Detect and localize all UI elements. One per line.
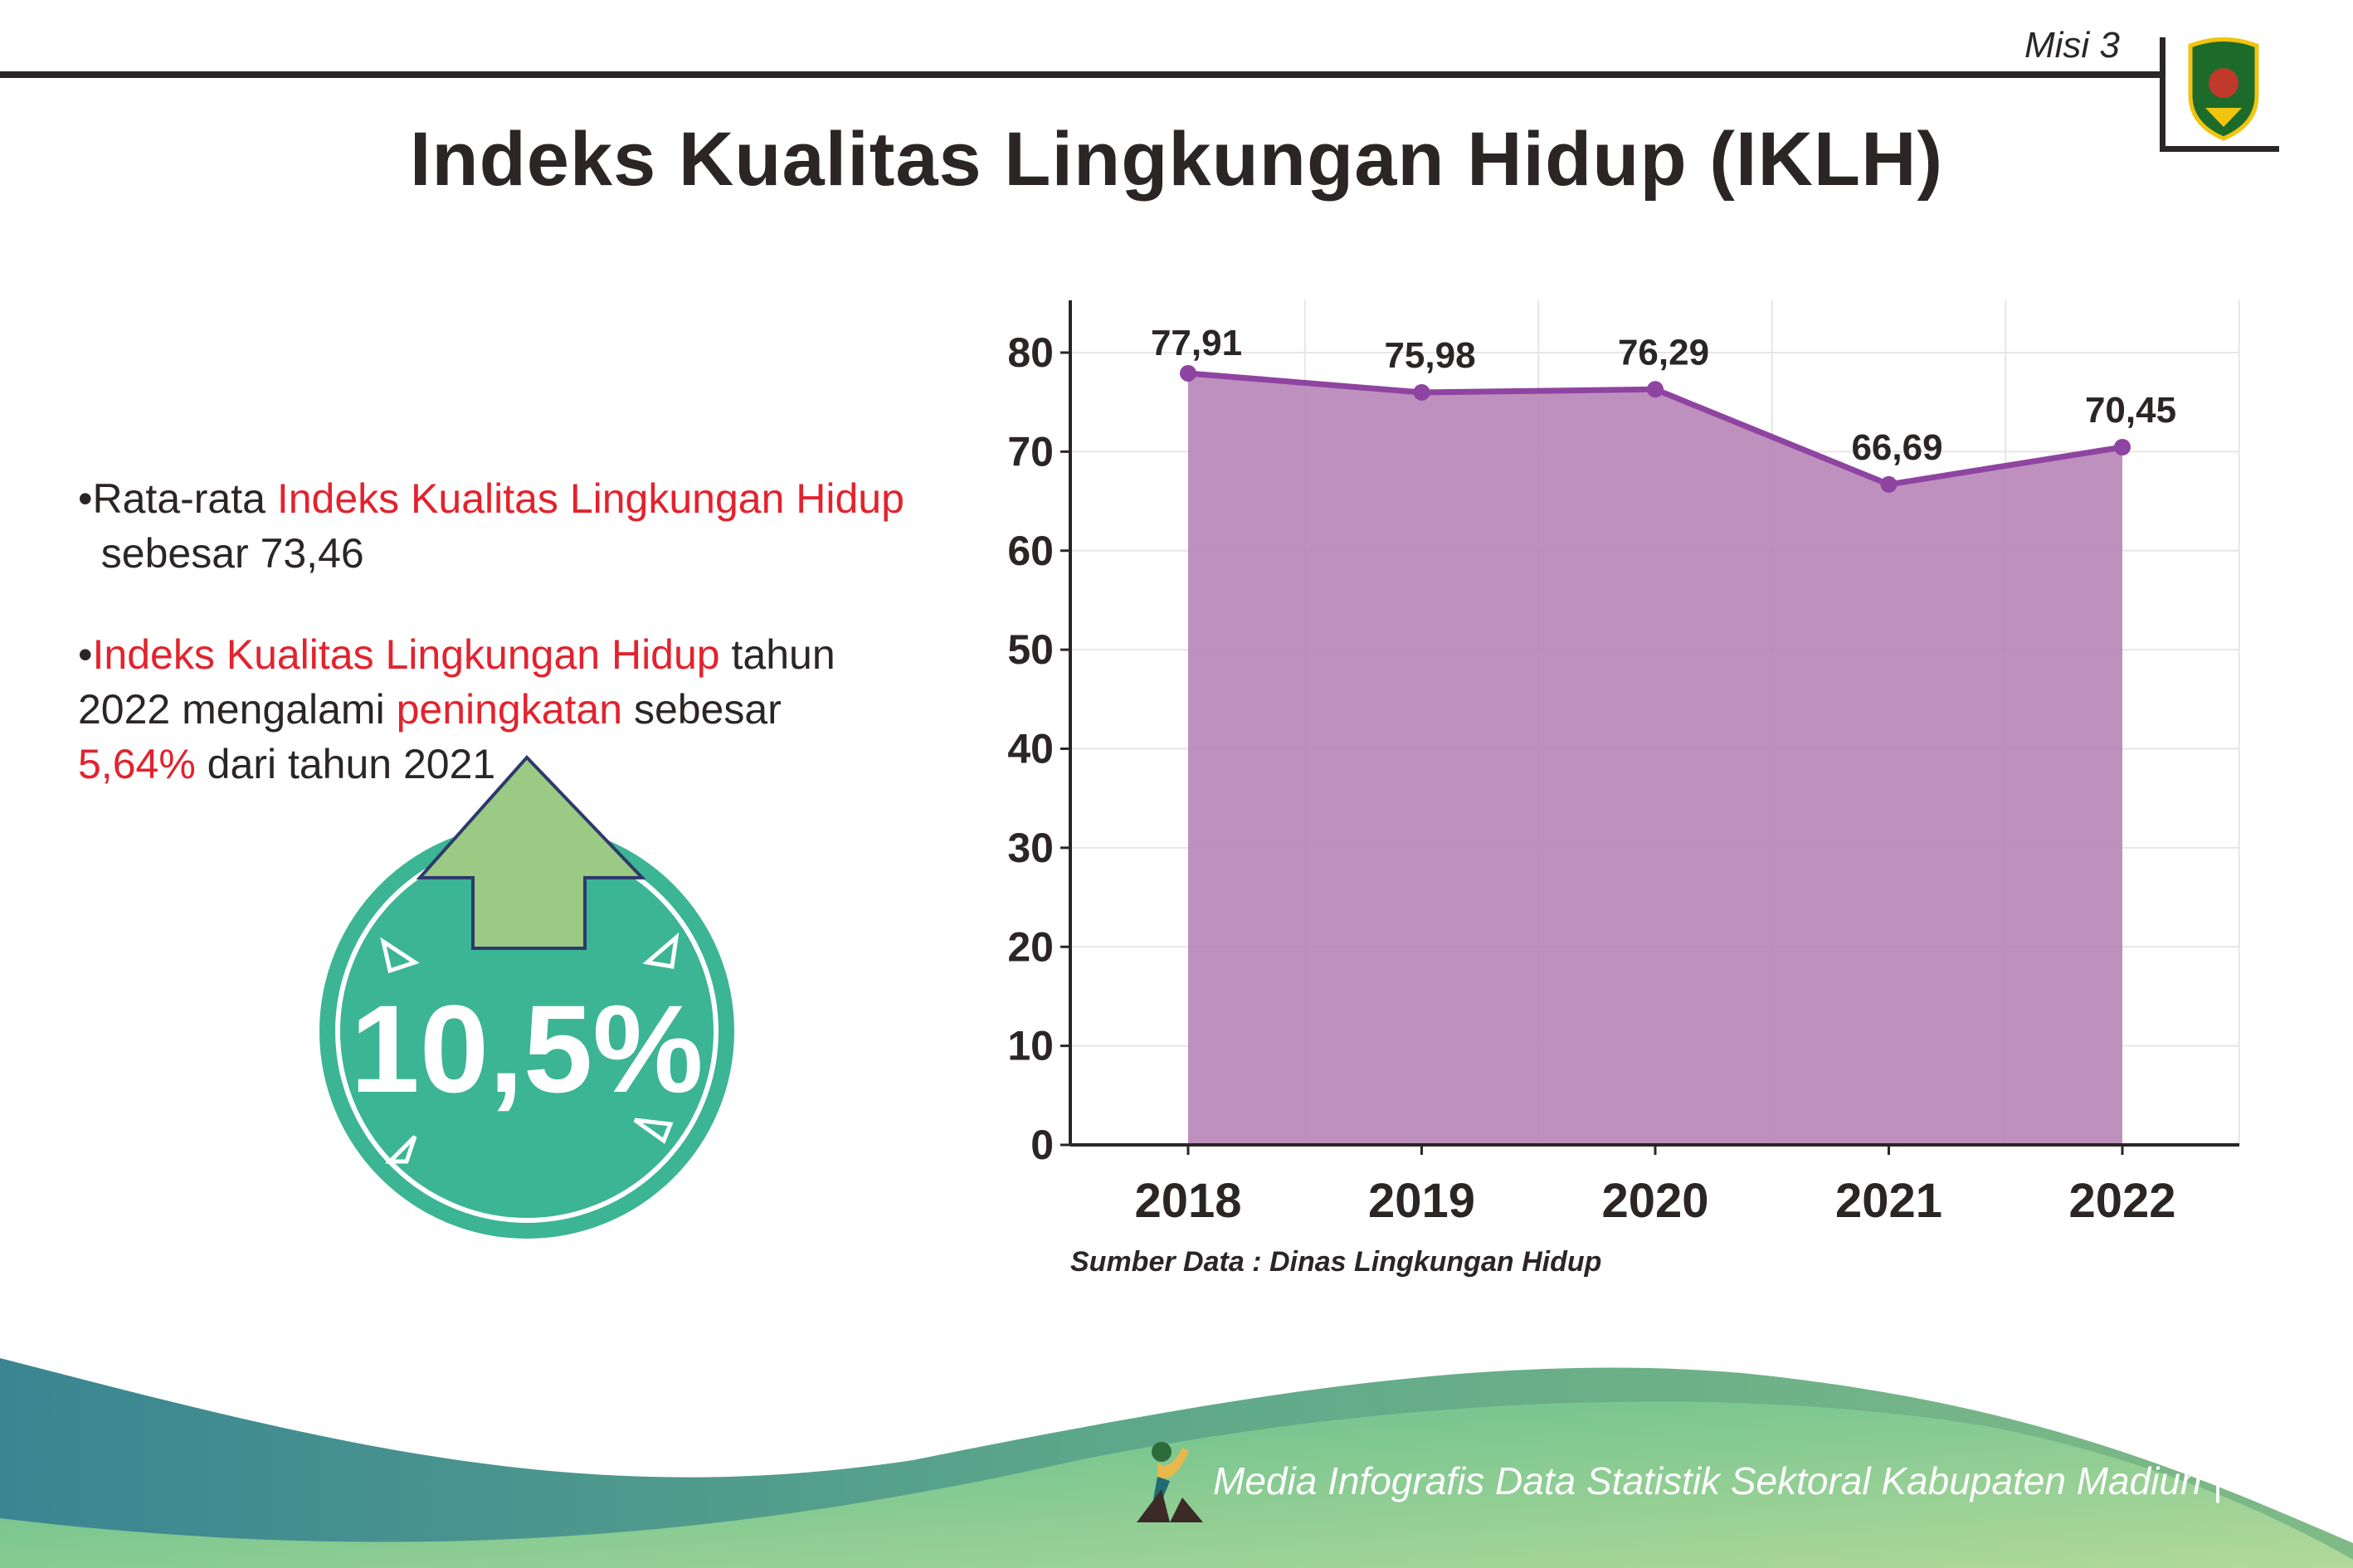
y-tick-label: 30 bbox=[1007, 825, 1054, 871]
x-tick-label: 2018 bbox=[1134, 1174, 1241, 1228]
data-label: 66,69 bbox=[1851, 427, 1942, 468]
sparkle-icons bbox=[380, 932, 680, 1164]
highlight: peningkatan bbox=[396, 686, 623, 733]
bullet-dot: • bbox=[78, 631, 93, 678]
x-tick-label: 2022 bbox=[2068, 1174, 2175, 1228]
highlight: Indeks Kualitas Lingkungan Hidup bbox=[92, 631, 720, 678]
y-tick-label: 0 bbox=[1030, 1122, 1054, 1168]
text: Rata-rata bbox=[92, 475, 277, 522]
data-label: 77,91 bbox=[1151, 323, 1242, 363]
iklh-area-chart: 0 10 20 30 40 50 60 70 80 77,91 2018 75,98 2019 76,29… bbox=[1007, 300, 2240, 1228]
x-tick-label: 2019 bbox=[1368, 1174, 1475, 1228]
data-point bbox=[1880, 475, 1898, 493]
data-label: 70,45 bbox=[2085, 390, 2176, 431]
data-label: 76,29 bbox=[1618, 332, 1709, 373]
footer-tagline: Media Infografis Data Statistik Sektoral… bbox=[1213, 1459, 2223, 1502]
y-tick-label: 60 bbox=[1007, 528, 1054, 574]
data-point bbox=[1647, 381, 1664, 398]
growth-badge: 10,5% bbox=[319, 755, 734, 1239]
arrow-up-icon bbox=[416, 755, 646, 950]
data-point bbox=[1413, 383, 1430, 401]
y-tick-label: 20 bbox=[1007, 923, 1054, 970]
highlight: 5,64% bbox=[78, 741, 196, 787]
regency-logo-icon bbox=[2188, 37, 2259, 141]
text: sebesar bbox=[622, 686, 782, 733]
infographic-logo-icon bbox=[1137, 1442, 1203, 1522]
header-rule bbox=[0, 71, 2162, 78]
bullet-dot: • bbox=[78, 475, 93, 522]
y-tick-label: 40 bbox=[1007, 726, 1054, 772]
x-tick-label: 2020 bbox=[1601, 1174, 1708, 1228]
logo-frame bbox=[2160, 37, 2165, 152]
area-fill bbox=[1188, 373, 2122, 1146]
page-title: Indeks Kualitas Lingkungan Hidup (IKLH) bbox=[409, 117, 1944, 202]
y-tick-label: 70 bbox=[1007, 428, 1054, 475]
y-tick-label: 80 bbox=[1007, 329, 1054, 376]
text: tahun 2022 mengalami bbox=[78, 631, 835, 733]
badge-value: 10,5% bbox=[350, 979, 703, 1118]
highlight: Indeks Kualitas Lingkungan Hidup bbox=[276, 475, 904, 522]
mission-label: Misi 3 bbox=[2024, 25, 2120, 66]
data-source: Sumber Data : Dinas Lingkungan Hidup bbox=[1070, 1246, 1602, 1278]
data-label: 75,98 bbox=[1384, 335, 1475, 376]
bullet-increase: •Indeks Kualitas Lingkungan Hidup tahun … bbox=[78, 627, 908, 791]
bullet-average: •Rata-rata Indeks Kualitas Lingkungan Hi… bbox=[78, 471, 908, 581]
logo-frame bbox=[2160, 146, 2279, 152]
x-tick-label: 2021 bbox=[1835, 1174, 1942, 1228]
data-point bbox=[2114, 439, 2131, 456]
y-tick-label: 50 bbox=[1007, 626, 1054, 673]
badge-circle bbox=[319, 824, 734, 1239]
text: dari tahun 2021 bbox=[195, 741, 496, 787]
y-tick-label: 10 bbox=[1007, 1023, 1054, 1069]
data-point bbox=[1180, 364, 1196, 382]
text: sebesar 73,46 bbox=[89, 530, 364, 577]
